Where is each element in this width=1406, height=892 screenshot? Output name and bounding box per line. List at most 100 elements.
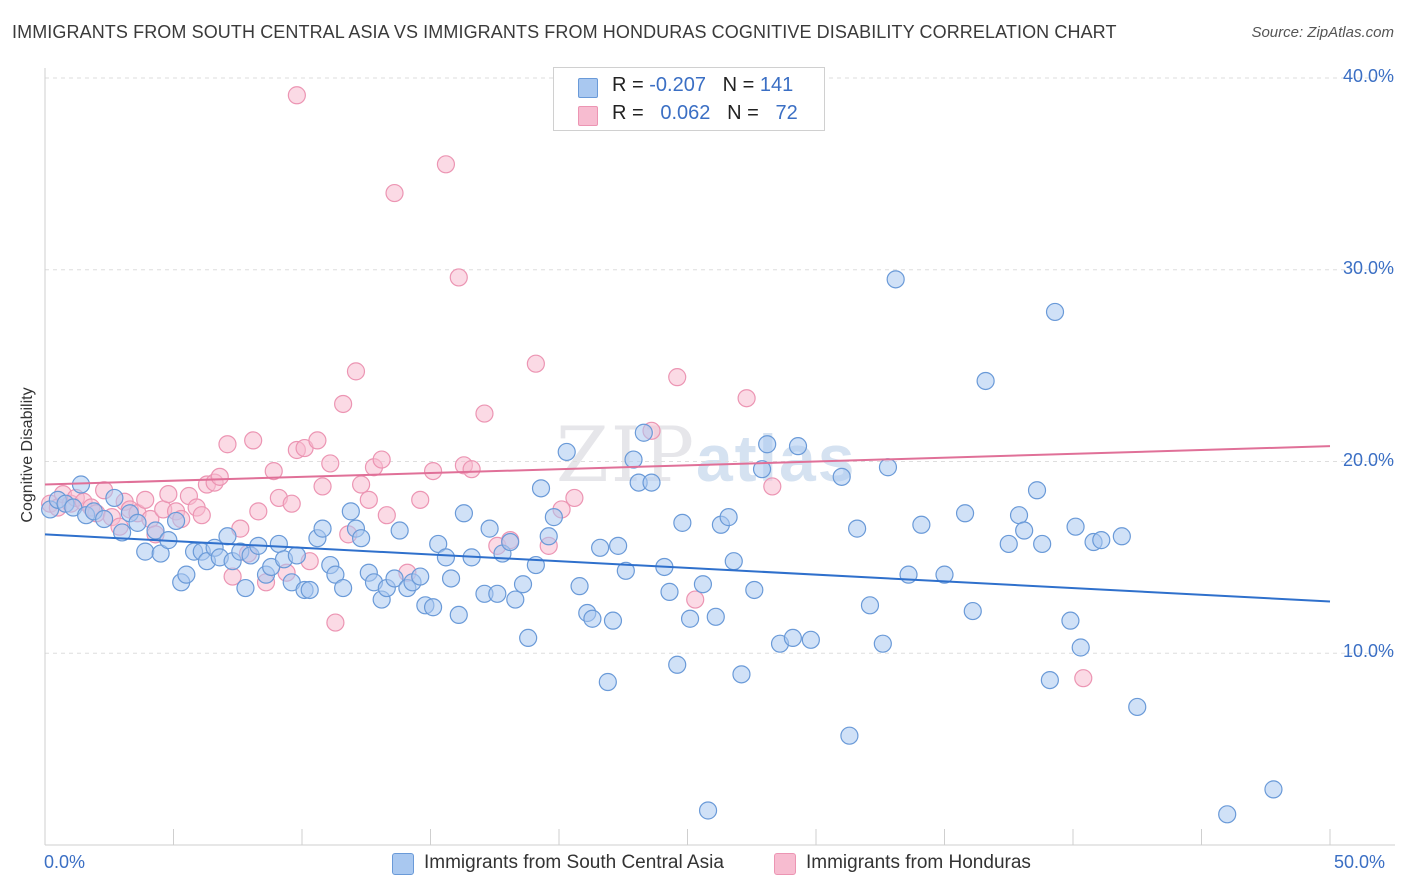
point-honduras [352,475,371,494]
point-honduras [334,394,353,414]
point-south-central-asia [423,598,443,617]
point-honduras [449,268,468,287]
n-label: N = [727,102,759,124]
r-label: R = [612,102,644,124]
point-honduras [249,502,268,521]
point-south-central-asia [352,529,371,548]
point-south-central-asia [698,801,718,820]
point-south-central-asia [693,575,713,594]
point-south-central-asia [660,582,679,601]
trend-line-blue [44,533,1331,603]
point-south-central-asia [603,611,623,630]
point-south-central-asia [873,634,892,653]
point-honduras [313,477,332,496]
point-south-central-asia [539,527,558,546]
point-honduras [136,490,155,509]
point-south-central-asia [878,458,898,477]
legend-label-south-central-asia: Immigrants from South Central Asia [424,852,724,873]
point-honduras [218,435,237,454]
r-label: R = [612,74,644,96]
point-south-central-asia [673,513,692,532]
legend-swatch-blue [392,853,414,875]
point-south-central-asia [218,527,237,546]
trend-line-pink [44,445,1331,486]
point-south-central-asia [745,580,764,600]
point-south-central-asia [680,609,700,628]
point-south-central-asia [598,672,617,692]
point-south-central-asia [480,519,499,538]
x-tick-label-max: 50.0% [1334,852,1386,872]
point-honduras [244,431,263,450]
point-south-central-asia [95,509,114,529]
point-south-central-asia [411,567,430,586]
point-south-central-asia [287,546,306,565]
point-south-central-asia [732,665,751,684]
r-value-blue: -0.207 [649,74,706,96]
point-south-central-asia [706,607,725,626]
point-south-central-asia [334,578,353,598]
point-honduras [287,86,306,105]
point-south-central-asia [886,270,905,289]
point-south-central-asia [1092,531,1111,550]
point-south-central-asia [1112,527,1131,546]
point-honduras [346,362,366,381]
point-south-central-asia [668,655,687,674]
point-south-central-asia [1015,521,1034,540]
watermark: ZIPatlas [556,410,856,499]
point-south-central-asia [963,601,982,621]
point-honduras [385,183,404,203]
chart-title: IMMIGRANTS FROM SOUTH CENTRAL ASIA VS IM… [12,22,1117,42]
blue-swatch [578,78,598,98]
watermark-zip: ZIP [556,410,696,499]
point-south-central-asia [269,534,288,554]
point-south-central-asia [501,532,520,552]
y-axis-label: Cognitive Disability [19,387,36,523]
point-south-central-asia [236,578,255,598]
point-south-central-asia [1045,302,1065,322]
point-honduras [264,461,283,481]
stats-legend: R = -0.207 N = 141 R = 0.062 N = 72 [553,67,825,131]
point-south-central-asia [1071,638,1090,657]
point-south-central-asia [385,569,404,588]
point-south-central-asia [1027,481,1047,500]
point-honduras [1074,669,1093,688]
point-honduras [565,488,584,508]
point-south-central-asia [999,534,1018,554]
point-honduras [411,490,430,509]
point-south-central-asia [719,508,738,527]
point-south-central-asia [1264,780,1283,799]
point-south-central-asia [300,580,319,600]
point-south-central-asia [1061,611,1080,630]
n-label: N = [722,74,755,96]
point-south-central-asia [1040,670,1059,690]
point-honduras [763,477,782,496]
point-south-central-asia [758,435,777,454]
point-south-central-asia [513,575,533,594]
point-south-central-asia [783,628,802,648]
point-south-central-asia [642,473,661,492]
point-south-central-asia [955,504,975,523]
point-honduras [159,484,178,504]
point-honduras [282,494,301,513]
gridlines [45,77,1395,654]
point-honduras [326,613,345,632]
point-south-central-asia [313,519,332,538]
point-south-central-asia [570,577,589,596]
point-honduras [526,354,545,373]
point-south-central-asia [634,423,653,442]
y-tick-label: 10.0% [1342,641,1394,662]
point-south-central-asia [128,513,147,532]
point-honduras [372,450,391,469]
point-honduras [308,431,327,450]
point-south-central-asia [136,542,155,561]
point-south-central-asia [326,565,345,584]
y-tick-label: 30.0% [1342,257,1394,278]
point-south-central-asia [151,544,170,563]
point-south-central-asia [146,521,165,540]
axes [44,68,1395,846]
point-honduras [475,404,494,423]
x-tick-label-min: 0.0% [44,852,86,872]
y-tick-label: 40.0% [1342,66,1394,86]
point-south-central-asia [860,596,880,615]
